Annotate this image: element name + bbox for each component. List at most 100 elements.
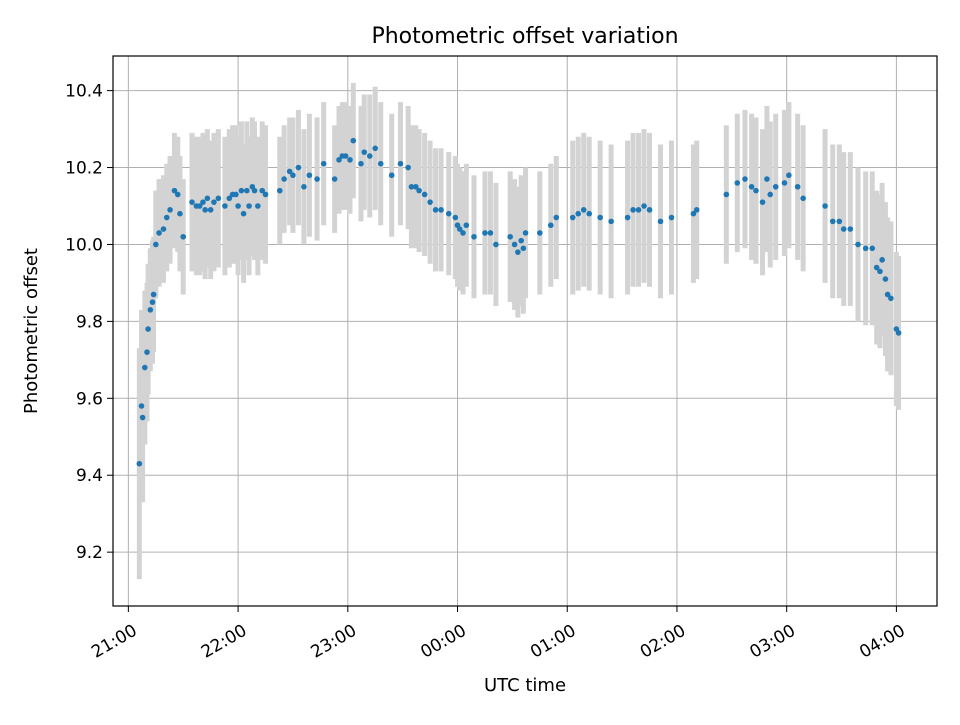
data-point [196,203,203,209]
data-point [493,241,499,248]
data-point [829,218,836,225]
data-point [522,230,529,236]
data-point [882,276,889,282]
data-point [668,214,675,221]
data-point [734,180,741,186]
data-point [160,226,167,232]
data-point [693,207,700,213]
y-tick-label: 10.2 [65,159,103,179]
y-axis-label: Photometric offset [21,248,42,414]
data-point [786,172,792,179]
data-point [388,172,395,179]
data-point [145,326,151,332]
y-tick-label: 9.2 [76,543,103,563]
data-point [286,168,293,175]
data-point [189,199,195,205]
data-point [781,180,788,186]
data-point [347,157,353,163]
data-point [630,207,636,213]
data-point [163,214,170,221]
data-point [869,245,876,252]
data-point [180,233,187,240]
y-tick-label: 9.6 [76,389,103,409]
data-point [342,153,349,159]
data-point [888,295,894,302]
data-point [427,199,433,205]
data-point [767,191,774,198]
data-point [301,183,307,190]
data-point [255,203,261,209]
data-point [421,191,428,198]
data-point [244,187,250,194]
data-point [895,330,902,336]
data-point [748,183,755,190]
data-point [547,222,554,229]
data-point [518,237,524,244]
data-point [238,187,245,194]
data-point [840,226,847,232]
data-point [366,153,373,159]
data-point [586,210,592,217]
data-point [149,299,156,305]
data-point [235,203,241,209]
data-point [520,245,527,252]
x-axis-label: UTC time [484,675,566,696]
plot-frame [112,55,938,607]
data-point [753,187,759,194]
data-point [222,203,228,209]
data-point [413,183,419,190]
data-point [405,164,411,171]
y-tick-label: 9.8 [76,312,103,332]
data-point [372,145,379,152]
data-point [259,187,266,194]
data-point [635,207,642,213]
data-point [262,191,269,198]
data-point [507,233,513,240]
data-point [215,195,222,202]
data-point [200,199,206,205]
data-point [207,207,214,213]
data-point [358,160,364,167]
data-point [295,164,302,171]
data-point [847,226,854,232]
data-point [147,307,154,313]
data-point [456,226,463,232]
y-axis-ticks: 9.2 9.4 9.6 9.8 10.0 10.2 10.4 [65,82,113,563]
data-point [397,160,404,167]
y-tick-label: 9.4 [76,466,103,486]
data-point [855,241,861,248]
chart-title: Photometric offset variation [371,24,678,49]
data-point [641,203,647,209]
data-point [320,160,327,167]
data-point [624,214,631,221]
data-point [136,460,143,467]
data-point [597,214,603,221]
data-point [432,207,439,213]
data-point [764,176,770,182]
data-point [460,230,466,236]
data-point [156,230,162,236]
data-point [377,160,384,167]
data-point [350,137,357,144]
data-point [877,268,883,275]
y-tick-label: 10.4 [65,82,103,102]
data-point [569,214,576,221]
data-point [445,210,452,217]
data-point [471,233,477,240]
data-point [884,291,891,298]
data-point [251,187,258,194]
data-point [211,199,217,205]
data-point [361,149,368,155]
data-point [822,203,828,209]
data-point [646,207,653,213]
data-point [723,191,730,198]
data-point [862,245,869,252]
data-point [800,195,806,202]
data-point [408,183,415,190]
data-point [290,172,296,179]
data-point [144,349,150,355]
data-point [204,195,211,202]
data-point [452,214,459,221]
data-point [575,210,582,217]
